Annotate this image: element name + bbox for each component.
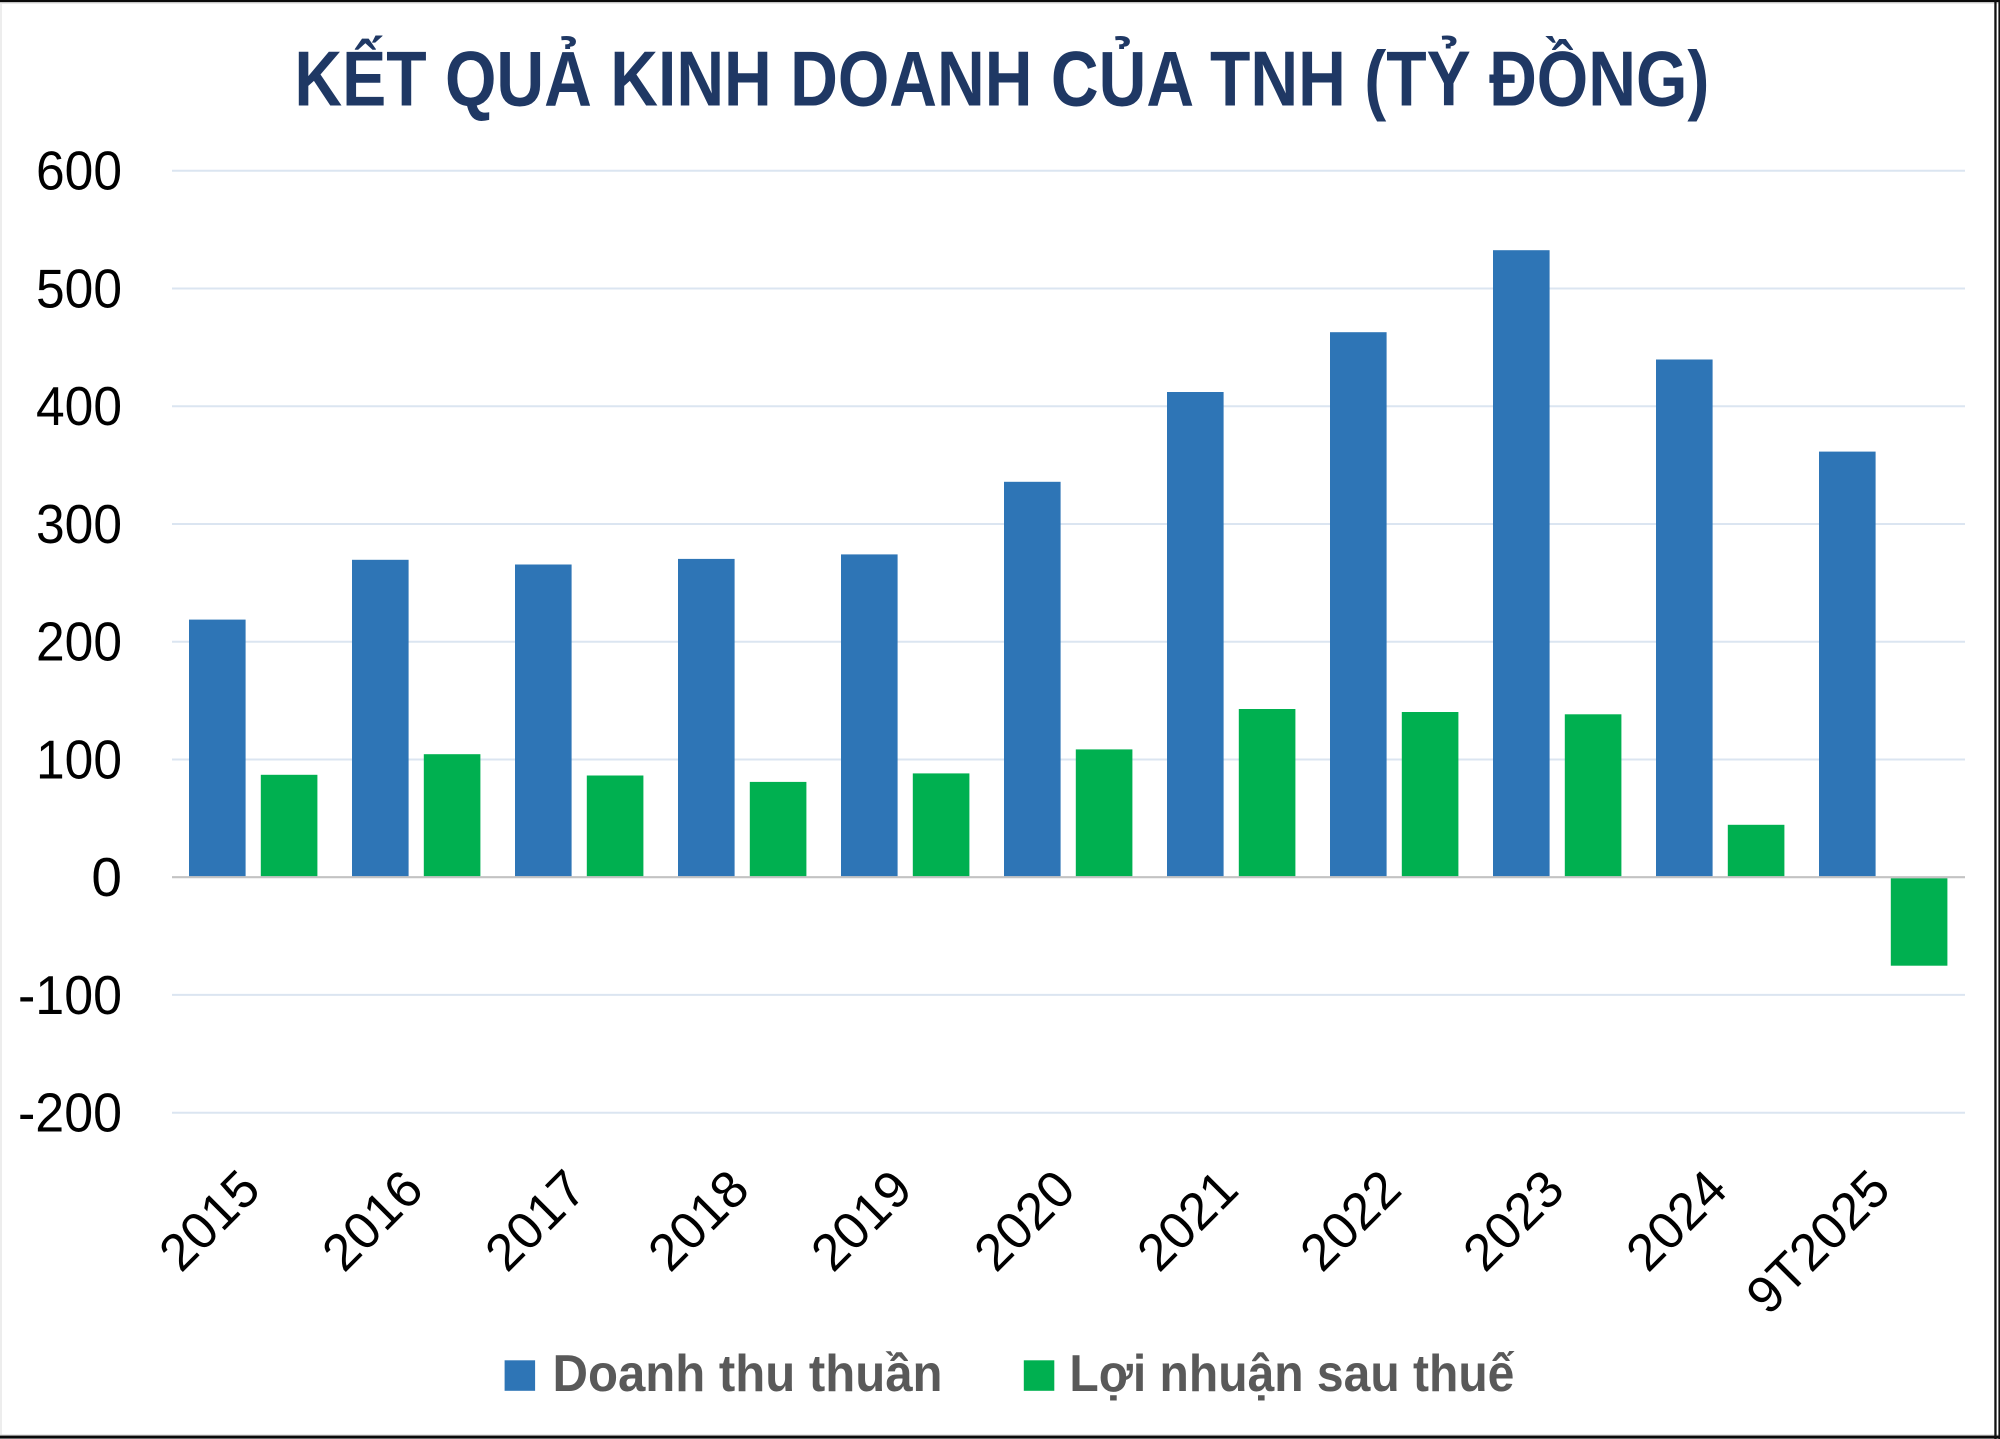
- svg-text:200: 200: [36, 611, 122, 673]
- svg-text:300: 300: [36, 493, 122, 555]
- svg-text:0: 0: [91, 846, 122, 908]
- svg-text:Doanh thu thuần: Doanh thu thuần: [553, 1345, 943, 1403]
- svg-text:400: 400: [36, 375, 122, 437]
- svg-text:KẾT QUẢ KINH DOANH CỦA TNH (TỶ: KẾT QUẢ KINH DOANH CỦA TNH (TỶ ĐỒNG): [294, 35, 1709, 123]
- svg-text:600: 600: [36, 140, 122, 202]
- svg-text:500: 500: [36, 257, 122, 319]
- svg-text:100: 100: [36, 728, 122, 790]
- svg-text:-100: -100: [18, 964, 122, 1026]
- svg-text:-200: -200: [18, 1082, 122, 1144]
- svg-text:Lợi nhuận sau thuế: Lợi nhuận sau thuế: [1069, 1345, 1514, 1403]
